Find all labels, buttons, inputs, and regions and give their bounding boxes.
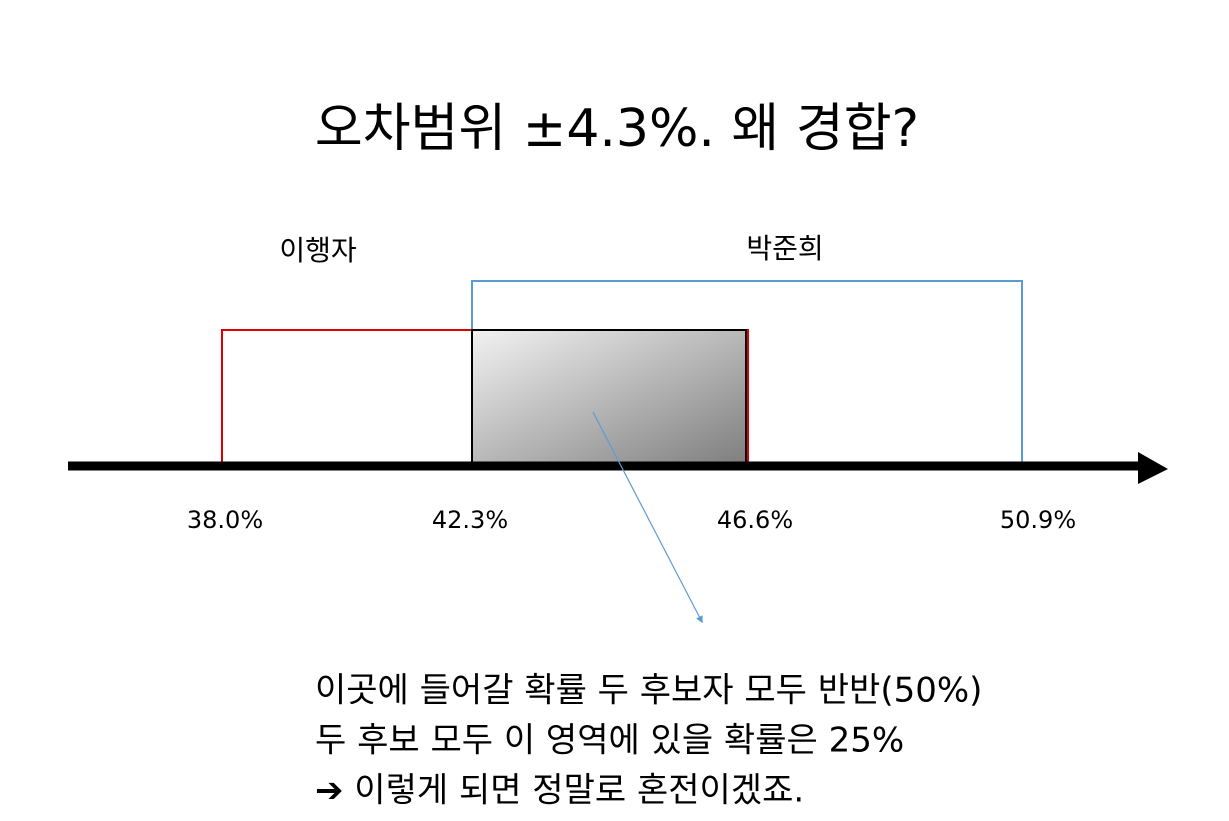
note-line: 이곳에 들어갈 확률 두 후보자 모두 반반(50%) [315, 671, 982, 711]
axis-label: 42.3% [432, 506, 508, 534]
candidate-label: 이행자 [279, 234, 356, 267]
overlap-box [471, 329, 747, 464]
axis-label: 50.9% [1000, 506, 1076, 534]
axis-label: 38.0% [187, 506, 263, 534]
axis-arrow [1138, 452, 1168, 484]
axis-label: 46.6% [717, 506, 793, 534]
note-line: 두 후보 모두 이 영역에 있을 확률은 25% [315, 721, 904, 761]
note-line: ➔ 이렇게 되면 정말로 혼전이겠죠. [315, 771, 804, 811]
candidate-label: 박준희 [746, 232, 823, 265]
pointer-arrow [592, 411, 703, 624]
title: 오차범위 ±4.3%. 왜 경합? [315, 99, 919, 159]
